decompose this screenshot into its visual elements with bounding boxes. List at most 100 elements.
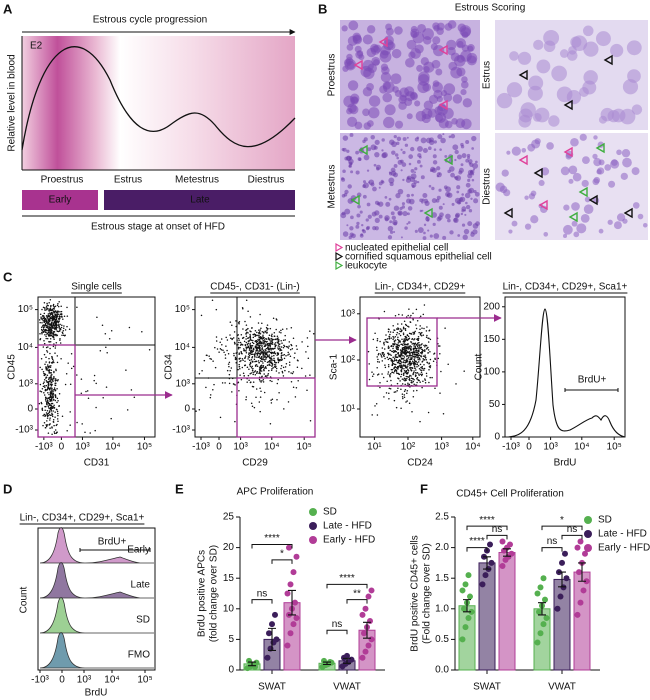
x-tick-label: 10⁵ [137,675,152,686]
event-dot [400,407,402,409]
cell [456,185,461,190]
event-dot [287,354,289,356]
event-dot [423,364,425,366]
event-dot [403,328,405,330]
event-dot [381,347,384,349]
data-point [287,630,294,637]
cell [440,137,446,144]
event-dot [237,368,239,371]
event-dot [402,340,405,343]
event-dot [46,304,48,306]
event-dot [271,380,273,383]
cell [378,186,381,189]
event-dot [51,405,53,408]
event-dot [102,396,104,399]
event-dot [249,362,252,365]
event-dot [56,408,58,411]
event-dot [53,320,56,323]
event-dot [76,374,78,376]
event-dot [51,358,54,361]
cell [386,41,396,51]
cell [642,222,648,228]
event-dot [273,335,276,338]
event-dot [212,360,214,362]
event-dot [415,308,418,311]
event-dot [413,359,416,362]
cell [471,147,474,150]
y-tick-label: 10³ [19,378,34,389]
event-dot [381,353,384,355]
event-dot [394,342,396,345]
event-dot [414,356,416,359]
event-dot [259,335,262,338]
event-dot [397,361,400,364]
event-dot [419,352,422,354]
event-dot [55,316,58,319]
event-dot [384,366,387,369]
event-dot [393,357,396,360]
event-dot [401,393,404,395]
event-dot [389,357,392,360]
event-dot [278,392,280,394]
event-dot [263,359,266,361]
significance-label: ** [353,588,361,599]
cell [363,154,370,161]
data-point [462,581,469,588]
event-dot [408,332,411,335]
event-dot [401,395,404,398]
event-dot [403,379,405,381]
event-dot [420,374,423,377]
event-dot [280,364,283,367]
event-dot [409,364,411,367]
cell [411,193,414,197]
cell [461,153,467,159]
cell [374,139,380,145]
data-point [266,630,272,637]
event-dot [208,355,210,357]
cell [347,35,358,46]
event-dot [429,350,431,353]
event-dot [55,341,58,344]
event-dot [249,342,251,345]
event-dot [371,371,373,373]
cell [394,26,403,35]
event-dot [60,313,63,315]
event-dot [60,326,63,329]
event-dot [405,337,407,339]
event-dot [273,357,275,360]
event-dot [418,357,420,359]
event-dot [420,371,423,374]
event-dot [54,379,57,382]
event-dot [46,325,48,327]
event-dot [252,349,255,351]
cell [453,217,459,223]
cell [592,153,598,160]
event-dot [63,315,66,318]
event-dot [279,349,281,352]
event-dot [277,342,279,345]
event-dot [247,374,250,377]
x-tick-label: 10⁴ [465,442,480,453]
event-dot [54,305,57,308]
cell [457,234,461,237]
event-dot [407,347,409,349]
event-dot [265,374,267,377]
event-dot [391,350,393,353]
event-dot [43,374,46,376]
cell [442,235,447,240]
event-dot [372,373,375,375]
event-dot [230,367,233,369]
event-dot [260,341,262,343]
cell [448,135,452,139]
event-dot [255,396,257,399]
micrograph [340,20,480,130]
event-dot [410,367,412,369]
event-dot [47,313,50,315]
event-dot [259,410,261,413]
event-dot [51,316,54,319]
event-dot [434,387,436,390]
event-dot [420,366,422,369]
event-dot [52,410,54,412]
legend-marker [584,530,592,538]
x-tick-label: 10⁵ [297,442,312,453]
